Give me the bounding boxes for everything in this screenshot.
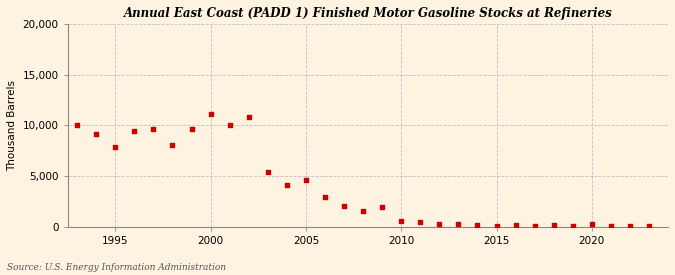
Point: [510, 223, 521, 227]
Point: [548, 223, 559, 227]
Point: [224, 123, 235, 128]
Point: [263, 170, 273, 174]
Point: [491, 223, 502, 228]
Point: [243, 115, 254, 120]
Point: [186, 126, 197, 131]
Point: [358, 208, 369, 213]
Point: [605, 223, 616, 228]
Point: [281, 183, 292, 188]
Point: [453, 222, 464, 227]
Point: [434, 222, 445, 226]
Y-axis label: Thousand Barrels: Thousand Barrels: [7, 80, 17, 171]
Point: [339, 204, 350, 208]
Point: [624, 224, 635, 228]
Point: [415, 220, 426, 225]
Point: [529, 223, 540, 228]
Point: [300, 178, 311, 183]
Point: [587, 222, 597, 226]
Point: [643, 224, 654, 228]
Point: [110, 145, 121, 149]
Point: [472, 223, 483, 227]
Point: [167, 142, 178, 147]
Point: [377, 205, 387, 209]
Text: Source: U.S. Energy Information Administration: Source: U.S. Energy Information Administ…: [7, 263, 225, 272]
Point: [319, 194, 330, 199]
Point: [205, 112, 216, 117]
Point: [129, 128, 140, 133]
Point: [72, 123, 82, 128]
Point: [568, 223, 578, 228]
Title: Annual East Coast (PADD 1) Finished Motor Gasoline Stocks at Refineries: Annual East Coast (PADD 1) Finished Moto…: [124, 7, 612, 20]
Point: [396, 219, 406, 223]
Point: [148, 126, 159, 131]
Point: [91, 131, 102, 136]
